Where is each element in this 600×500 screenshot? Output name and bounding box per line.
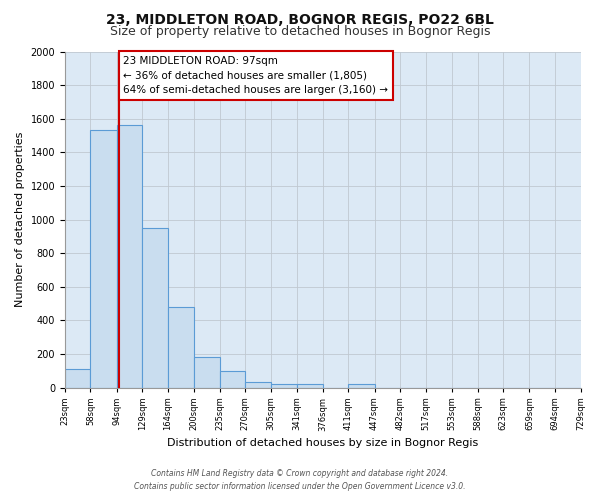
Bar bbox=[168, 307, 194, 388]
Text: Contains HM Land Registry data © Crown copyright and database right 2024.
Contai: Contains HM Land Registry data © Crown c… bbox=[134, 469, 466, 491]
Bar bbox=[297, 384, 323, 388]
Bar bbox=[220, 370, 245, 388]
X-axis label: Distribution of detached houses by size in Bognor Regis: Distribution of detached houses by size … bbox=[167, 438, 478, 448]
Y-axis label: Number of detached properties: Number of detached properties bbox=[15, 132, 25, 307]
Text: 23, MIDDLETON ROAD, BOGNOR REGIS, PO22 6BL: 23, MIDDLETON ROAD, BOGNOR REGIS, PO22 6… bbox=[106, 12, 494, 26]
Bar bbox=[194, 358, 220, 388]
Bar bbox=[65, 369, 91, 388]
Bar bbox=[91, 130, 117, 388]
Text: 23 MIDDLETON ROAD: 97sqm
← 36% of detached houses are smaller (1,805)
64% of sem: 23 MIDDLETON ROAD: 97sqm ← 36% of detach… bbox=[124, 56, 388, 96]
Bar bbox=[117, 126, 142, 388]
Bar bbox=[271, 384, 297, 388]
Bar bbox=[142, 228, 168, 388]
Bar bbox=[245, 382, 271, 388]
Text: Size of property relative to detached houses in Bognor Regis: Size of property relative to detached ho… bbox=[110, 25, 490, 38]
Bar bbox=[348, 384, 374, 388]
